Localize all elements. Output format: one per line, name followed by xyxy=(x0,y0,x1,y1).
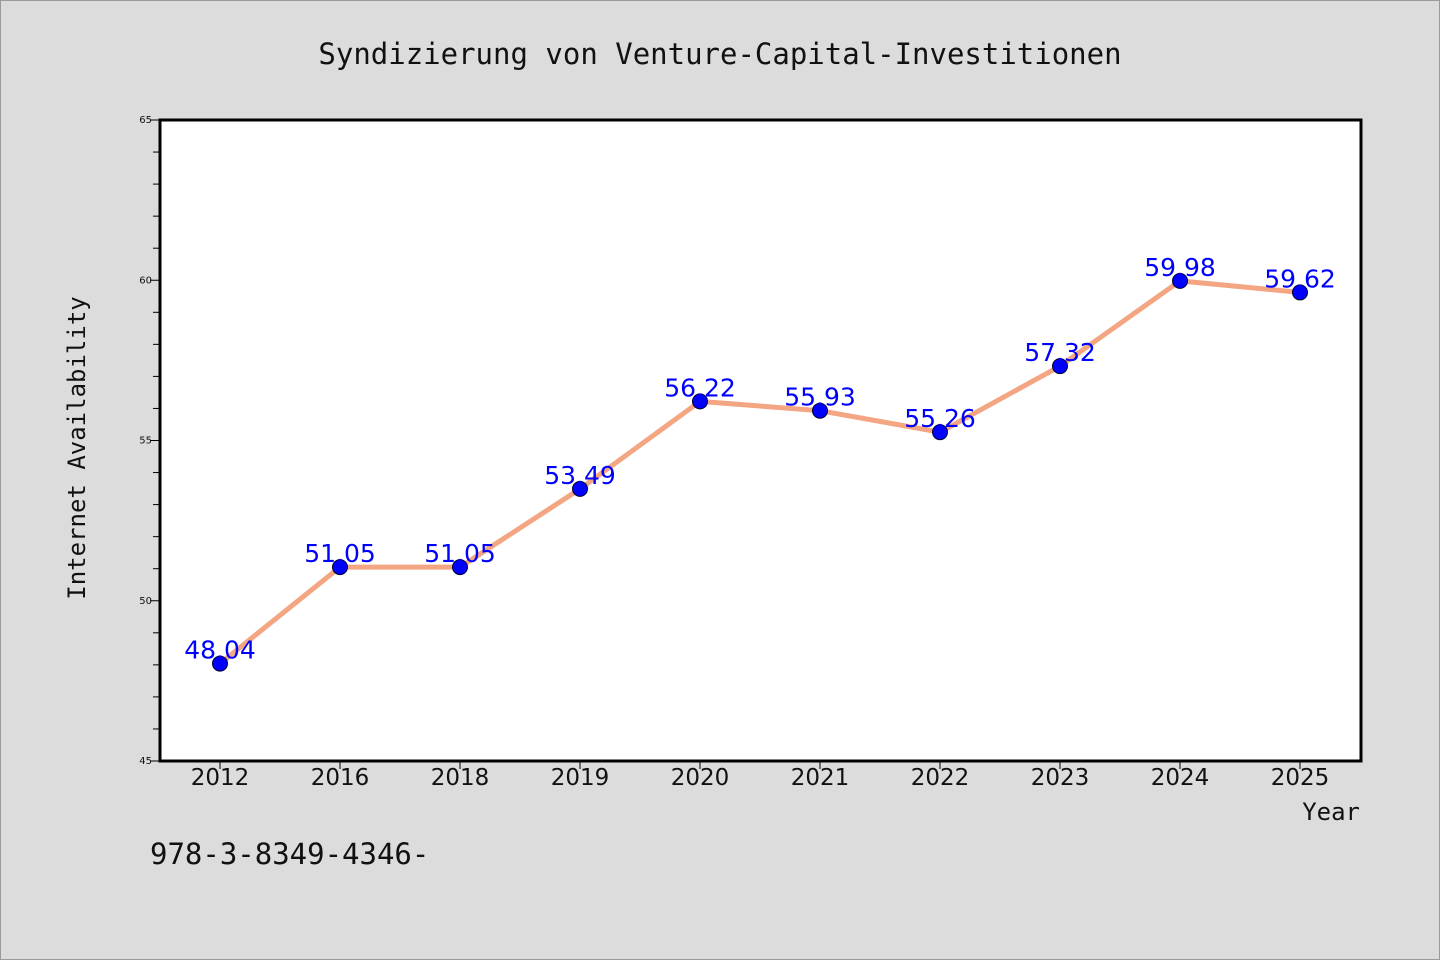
data-point-marker xyxy=(692,393,708,410)
data-label: 53.49 xyxy=(544,461,616,490)
data-point-marker xyxy=(1052,358,1068,375)
x-tick-label: 2020 xyxy=(671,765,730,791)
data-point-marker xyxy=(812,402,828,419)
chart-title: Syndizierung von Venture-Capital-Investi… xyxy=(318,37,1121,71)
footnote: 978-3-8349-4346- xyxy=(150,837,429,871)
x-tick-label: 2016 xyxy=(311,765,370,791)
x-tick-label: 2012 xyxy=(191,765,250,791)
y-tick-label: 60 xyxy=(139,275,152,286)
y-tick-label: 55 xyxy=(139,436,152,447)
data-point-marker xyxy=(572,480,588,497)
data-point-marker xyxy=(212,655,228,672)
x-tick-label: 2019 xyxy=(551,765,610,791)
x-tick-label: 2018 xyxy=(431,765,490,791)
y-tick-label: 50 xyxy=(139,596,152,607)
x-axis-label: Year xyxy=(1302,798,1360,826)
y-tick-label: 65 xyxy=(139,115,152,126)
data-label: 55.93 xyxy=(784,383,856,412)
data-point-marker xyxy=(1292,284,1308,301)
data-label: 51.05 xyxy=(424,539,496,568)
data-point-marker xyxy=(452,559,468,576)
y-axis: 45 50 55 60 65 xyxy=(139,115,160,767)
x-tick-label: 2025 xyxy=(1271,765,1330,791)
data-point-marker xyxy=(932,424,948,441)
series-line xyxy=(217,278,1303,667)
series-layer: 48.04 51.05 51.05 53.49 56.22 55.93 55.26 57.32… xyxy=(184,253,1336,672)
data-label: 59.62 xyxy=(1264,264,1336,293)
data-point-marker xyxy=(332,559,348,576)
x-tick-label: 2022 xyxy=(911,765,970,791)
x-axis: 2012 2016 2018 2019 2020 2021 2022 2023 2024 2025 xyxy=(191,761,1330,791)
data-point-marker xyxy=(1172,272,1188,289)
data-label: 57.32 xyxy=(1024,338,1096,367)
data-label: 56.22 xyxy=(664,373,736,402)
data-label: 48.04 xyxy=(184,636,256,665)
y-tick-label: 45 xyxy=(139,756,152,767)
y-axis-label: Internet Availability xyxy=(63,296,91,599)
x-tick-label: 2023 xyxy=(1031,765,1090,791)
data-label: 55.26 xyxy=(904,404,976,433)
data-label: 59.98 xyxy=(1144,253,1216,282)
x-tick-label: 2021 xyxy=(791,765,850,791)
plot-area xyxy=(158,118,1363,763)
data-label: 51.05 xyxy=(304,539,376,568)
x-tick-label: 2024 xyxy=(1151,765,1210,791)
